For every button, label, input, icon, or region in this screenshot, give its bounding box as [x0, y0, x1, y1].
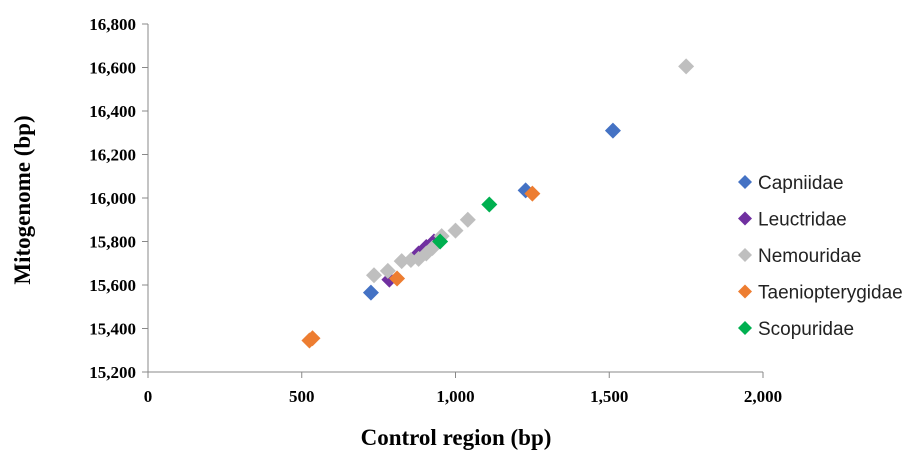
- data-point: [524, 185, 541, 202]
- legend-marker: [738, 284, 752, 299]
- legend-label: Taeniopterygidae: [758, 283, 903, 304]
- y-tick-label: 16,400: [89, 102, 136, 121]
- legend-label: Nemouridae: [758, 246, 862, 267]
- legend-marker: [738, 175, 752, 189]
- series-scopuridae: [432, 196, 498, 250]
- data-point: [604, 122, 621, 139]
- data-point: [389, 270, 406, 287]
- legend-label: Scopuridae: [758, 319, 854, 340]
- y-axis-title: Mitogenome (bp): [10, 115, 35, 284]
- series-nemouridae: [366, 58, 695, 284]
- axes: [142, 23, 764, 378]
- x-tick-label: 2,000: [744, 387, 782, 406]
- series-capniidae: [362, 122, 621, 301]
- legend-item: Scopuridae: [738, 319, 854, 340]
- data-point: [481, 196, 498, 213]
- y-tick-label: 16,200: [89, 146, 136, 165]
- y-tick-label: 16,800: [89, 15, 136, 34]
- data-point: [432, 233, 449, 250]
- x-tick-labels: 0 500 1,000 1,500 2,000: [144, 387, 782, 406]
- x-tick-label: 1,500: [590, 387, 628, 406]
- data-point: [678, 58, 695, 75]
- data-point: [459, 211, 476, 228]
- y-tick-label: 16,600: [89, 59, 136, 78]
- legend-marker: [738, 321, 752, 335]
- x-tick-label: 1,000: [436, 387, 474, 406]
- legend-marker: [738, 248, 752, 262]
- y-tick-label: 15,400: [89, 320, 136, 339]
- legend-item: Leuctridae: [738, 210, 847, 231]
- data-point: [362, 284, 379, 301]
- y-tick-label: 15,800: [89, 233, 136, 252]
- legend-item: Capniidae: [738, 173, 844, 194]
- x-tick-label: 500: [289, 387, 315, 406]
- y-tick-label: 15,600: [89, 276, 136, 295]
- data-point: [304, 330, 321, 347]
- legend: Capniidae Leuctridae Nemouridae Taenioptery…: [738, 173, 903, 340]
- y-tick-labels: 15,200 15,400 15,600 15,800 16,000 16,200 16,4…: [89, 15, 136, 382]
- legend-label: Leuctridae: [758, 210, 847, 231]
- y-tick-label: 15,200: [89, 363, 136, 382]
- legend-item: Taeniopterygidae: [738, 283, 903, 304]
- legend-label: Capniidae: [758, 173, 844, 194]
- data-point: [447, 222, 464, 239]
- legend-item: Nemouridae: [738, 246, 862, 267]
- data-point: [393, 253, 410, 270]
- x-axis-title: Control region (bp): [361, 425, 552, 450]
- data-points: [301, 58, 695, 349]
- series-taeniopterygidae: [301, 185, 541, 349]
- data-point: [366, 267, 383, 284]
- legend-marker: [738, 211, 752, 226]
- x-tick-label: 0: [144, 387, 153, 406]
- data-point: [379, 262, 396, 279]
- y-tick-label: 16,000: [89, 189, 136, 208]
